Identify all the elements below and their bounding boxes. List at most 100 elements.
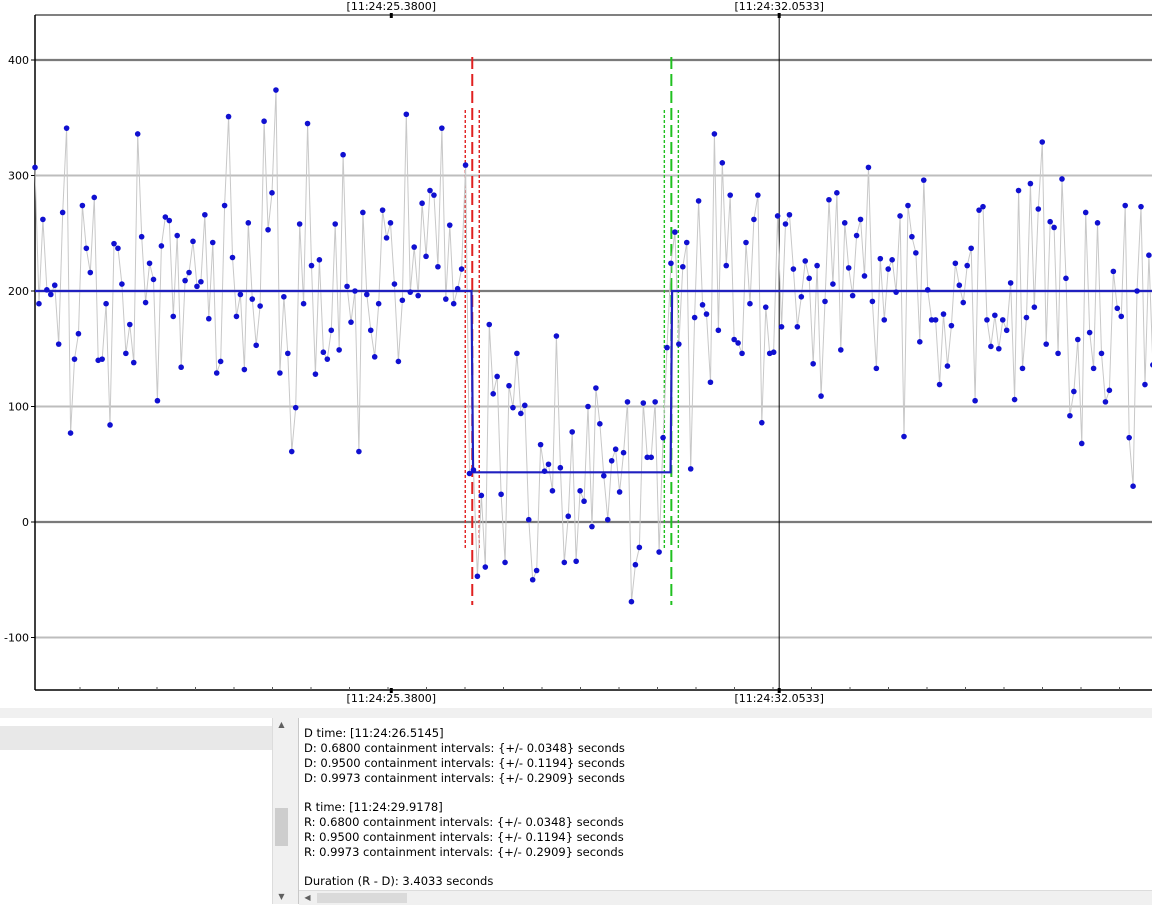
data-point [604, 516, 611, 523]
data-point [770, 349, 777, 356]
data-point [822, 298, 828, 305]
results-horizontal-scrollbar[interactable]: ◀ [299, 890, 1152, 905]
data-point [375, 300, 382, 307]
x-label-marker [389, 13, 393, 18]
data-point [32, 164, 38, 171]
data-point [755, 192, 761, 198]
r-interval-095: R: 0.9500 containment intervals: {+/- 0.… [304, 830, 624, 844]
data-point [909, 233, 915, 240]
data-point [324, 356, 331, 362]
y-tick-label: 200 [8, 285, 29, 298]
data-point [107, 422, 113, 428]
data-point [968, 245, 974, 252]
data-point [115, 245, 121, 252]
data-point [292, 404, 299, 411]
scrollbar-thumb[interactable] [317, 893, 407, 903]
x-label-top: [11:24:25.3800] [347, 0, 436, 13]
data-point [1118, 313, 1125, 320]
data-point [364, 291, 370, 298]
data-point [1082, 209, 1089, 216]
data-point [67, 430, 74, 436]
observation-list[interactable] [0, 718, 272, 904]
data-point [711, 131, 718, 137]
data-point [992, 312, 998, 319]
data-point [877, 255, 884, 262]
data-point [589, 523, 595, 530]
y-tick-label: 100 [8, 401, 29, 414]
data-point [470, 467, 477, 473]
scrollbar-thumb[interactable] [275, 808, 288, 846]
data-point [1130, 483, 1136, 489]
scroll-left-arrow-icon[interactable]: ◀ [304, 893, 311, 902]
x-label-marker [389, 688, 393, 693]
data-point [273, 87, 279, 93]
data-point [936, 381, 943, 388]
data-point [379, 207, 386, 213]
data-point [529, 576, 536, 583]
results-text-panel[interactable]: D time: [11:24:26.5145] D: 0.6800 contai… [298, 718, 1152, 905]
data-point [865, 164, 872, 171]
data-point [996, 345, 1002, 352]
r-time-line: R time: [11:24:29.9178] [304, 800, 443, 814]
data-point [1007, 280, 1014, 286]
scroll-down-arrow-icon[interactable]: ▼ [278, 892, 285, 901]
data-point [312, 371, 319, 377]
y-tick-label: 400 [8, 54, 29, 67]
data-point [261, 118, 267, 125]
data-point [423, 253, 429, 260]
r-interval-068: R: 0.6800 containment intervals: {+/- 0.… [304, 815, 624, 829]
data-point [486, 321, 493, 328]
data-point [628, 598, 635, 605]
data-point [541, 468, 548, 474]
d-interval-095: D: 0.9500 containment intervals: {+/- 0.… [304, 756, 625, 770]
data-point [146, 260, 153, 267]
data-point [494, 373, 500, 380]
data-point [1102, 399, 1109, 405]
data-point [984, 317, 990, 323]
data-point [237, 291, 244, 298]
data-point [794, 324, 801, 330]
data-point [608, 457, 615, 464]
data-point [624, 399, 631, 405]
data-point [537, 441, 544, 448]
data-point [873, 365, 880, 372]
data-point [849, 292, 856, 299]
data-point [956, 282, 963, 289]
data-point [620, 449, 627, 456]
pane-splitter[interactable] [289, 718, 298, 904]
data-point [190, 238, 196, 245]
data-point [83, 245, 90, 252]
data-point [1138, 203, 1144, 210]
data-point [514, 350, 520, 357]
data-point [123, 350, 129, 357]
data-point [786, 211, 793, 218]
data-point [59, 209, 66, 216]
data-point [336, 347, 342, 353]
data-point [826, 196, 832, 203]
data-point [976, 207, 982, 213]
data-point [1146, 252, 1152, 258]
data-point [221, 202, 228, 209]
data-point [774, 213, 781, 219]
data-point [743, 239, 749, 246]
data-point [241, 366, 248, 373]
data-point [233, 313, 240, 320]
data-point [699, 302, 706, 308]
light-curve-plot[interactable]: 400 300 200 100 0 -100 [11:24:25.3800] [11:24:2… [0, 0, 1152, 708]
data-point [178, 364, 184, 371]
data-point [253, 342, 259, 349]
x-label-top: [11:24:32.0533] [734, 0, 823, 13]
data-point [182, 277, 188, 284]
data-point [1094, 220, 1101, 226]
plot-canvas[interactable]: 400 300 200 100 0 -100 [11:24:25.3800] [11:24:2… [0, 0, 1152, 708]
data-point [206, 315, 212, 322]
list-vertical-scrollbar[interactable]: ▲ ▼ [272, 718, 290, 904]
data-point [170, 313, 177, 320]
data-point [644, 454, 651, 461]
data-point [91, 194, 98, 201]
list-item-selected[interactable] [0, 726, 272, 750]
data-point [1122, 202, 1128, 209]
scroll-up-arrow-icon[interactable]: ▲ [278, 720, 285, 729]
data-point [229, 254, 236, 261]
data-point [1043, 341, 1049, 347]
